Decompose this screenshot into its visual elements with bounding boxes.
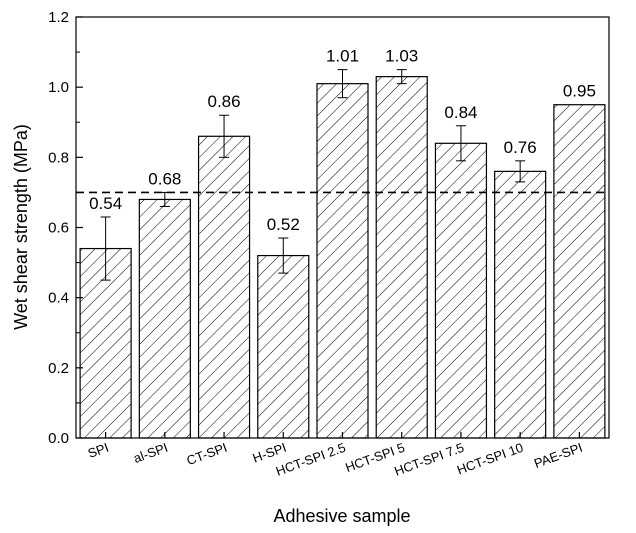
bar: [257, 254, 310, 439]
data-label: 1.03: [385, 47, 418, 66]
y-tick-label: 0.4: [48, 290, 69, 307]
y-tick-label: 0.2: [48, 360, 69, 377]
data-label: 1.01: [326, 47, 359, 66]
bar: [138, 198, 191, 439]
bar: [434, 142, 488, 439]
x-tick-label: HCT-SPI 10: [455, 440, 525, 478]
bar: [197, 135, 251, 439]
y-tick-label: 0.6: [48, 220, 69, 237]
y-axis-title: Wet shear strength (MPa): [11, 124, 31, 330]
data-label: 0.68: [148, 169, 181, 188]
bar: [494, 170, 547, 439]
x-tick-label: al-SPI: [131, 440, 169, 466]
bar: [316, 83, 369, 439]
x-axis-title: Adhesive sample: [273, 506, 410, 526]
x-tick-label: SPI: [86, 440, 111, 461]
x-tick-label: PAE-SPI: [532, 440, 584, 471]
data-label: 0.76: [504, 138, 537, 157]
y-tick-label: 1.2: [48, 9, 69, 26]
y-tick-label: 1.0: [48, 79, 69, 96]
data-label: 0.54: [89, 194, 122, 213]
data-label: 0.84: [444, 103, 477, 122]
plot-frame: [75, 16, 610, 439]
y-tick-label: 0.0: [48, 430, 69, 447]
data-label: 0.52: [267, 215, 300, 234]
y-tick-label: 0.8: [48, 149, 69, 166]
data-label: 0.86: [208, 92, 241, 111]
bar: [553, 104, 606, 439]
data-label: 0.95: [563, 82, 596, 101]
bar: [375, 76, 428, 439]
x-tick-label: CT-SPI: [185, 440, 230, 468]
